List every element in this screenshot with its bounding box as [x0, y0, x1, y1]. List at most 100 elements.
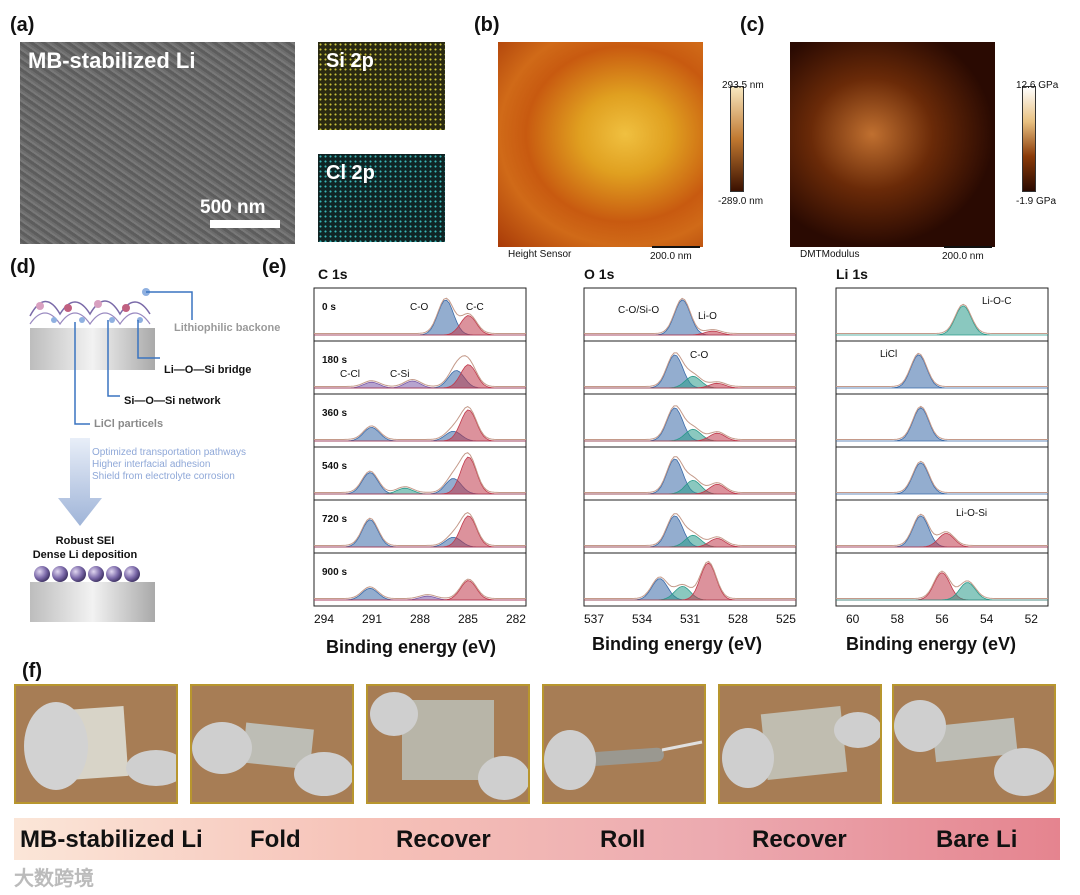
modulus-sensor-label: DMTModulus — [800, 249, 860, 260]
benefits-list: Optimized transportation pathways Higher… — [92, 447, 246, 483]
modulus-cbar-top: 12.6 GPa — [1016, 80, 1059, 91]
modulus-cbar-bottom: -1.9 GPa — [1016, 196, 1057, 207]
xtick: 525 — [775, 612, 796, 626]
banner-step: Roll — [600, 826, 646, 853]
spectrum-frame — [583, 499, 797, 554]
time-label-1: 180 s — [322, 355, 348, 366]
envelope-curve — [836, 513, 1048, 546]
li-spheres — [34, 566, 140, 582]
spectrum-frame — [313, 287, 527, 342]
result-line: Dense Li deposition — [32, 549, 138, 561]
xps-spectra — [313, 287, 1049, 607]
xtick: 54 — [979, 612, 994, 626]
sem-title: MB-stabilized Li — [28, 48, 196, 73]
modulus-colorbar — [1022, 86, 1036, 192]
afm-height-image — [498, 42, 703, 247]
panel-label-d: (d) — [10, 256, 36, 278]
li1s-title: Li 1s — [836, 266, 868, 282]
fitted-peak — [584, 483, 796, 495]
envelope-curve — [836, 460, 1048, 493]
banner-step: MB-stabilized Li — [20, 826, 203, 853]
xtick: 291 — [361, 612, 383, 626]
envelope-curve — [584, 456, 796, 493]
afm-c-scalebar — [944, 246, 992, 248]
fitted-peak — [314, 409, 526, 442]
envelope-curve — [314, 297, 526, 334]
fitted-peak — [836, 354, 1048, 389]
fitted-peak — [584, 562, 796, 601]
afm-modulus-image — [790, 42, 995, 247]
xtick: 537 — [584, 612, 605, 626]
callout-lines — [74, 291, 193, 425]
peak-label-cc: C-C — [466, 302, 484, 313]
spectrum-frame — [835, 340, 1049, 395]
envelope-curve — [584, 297, 796, 334]
envelope-curve — [314, 452, 526, 493]
envelope-curve — [584, 405, 796, 440]
fitted-peak — [836, 462, 1048, 495]
fitted-peak — [584, 432, 796, 442]
xtick: 282 — [505, 612, 526, 626]
xtick: 52 — [1024, 612, 1038, 626]
peak-label-co: C-O — [410, 302, 429, 313]
xtick: 285 — [457, 612, 478, 626]
height-colorbar — [730, 86, 744, 192]
panel-label-f: (f) — [22, 660, 42, 682]
cl-map: Cl 2p — [318, 154, 445, 242]
c1s-xlabel: Binding energy (eV) — [326, 637, 497, 657]
envelope-curve — [836, 570, 1048, 599]
o1s-xticks: 537 534 531 528 525 — [584, 612, 796, 626]
fitted-peak — [836, 407, 1048, 442]
peak-label-ccl: C-Cl — [340, 369, 360, 380]
li1s-xlabel: Binding energy (eV) — [846, 634, 1017, 654]
xtick: 534 — [631, 612, 653, 626]
fitted-peak — [836, 582, 1048, 601]
watermark: 大数跨境 — [14, 868, 94, 890]
time-label-2: 360 s — [322, 408, 348, 419]
c1s-xticks: 294 291 288 285 282 — [314, 612, 526, 626]
peak-label-csi: C-Si — [390, 369, 410, 380]
xtick: 58 — [890, 612, 905, 626]
panel-label-a: (a) — [10, 14, 35, 36]
process-banner: MB-stabilized Li Fold Recover Roll Recov… — [14, 818, 1060, 860]
si-map: Si 2p — [318, 42, 445, 130]
height-cbar-bottom: -289.0 nm — [718, 196, 764, 207]
banner-step: Recover — [752, 826, 847, 853]
peak-label-liosi: Li-O-Si — [956, 508, 988, 519]
envelope-curve — [836, 352, 1048, 387]
time-label-3: 540 s — [322, 461, 348, 472]
envelope-curve — [314, 512, 526, 546]
cl-map-label: Cl 2p — [326, 162, 375, 184]
label-li-o-si: Li—O—Si bridge — [164, 364, 252, 376]
xtick: 60 — [846, 612, 860, 626]
peak-label-lioc: Li-O-C — [982, 296, 1012, 307]
peak-label-cosio: C-O/Si-O — [618, 305, 660, 316]
fitted-peak — [314, 580, 526, 601]
li1s-xticks: 60 58 56 54 52 — [846, 612, 1038, 626]
photo-roll — [542, 684, 706, 804]
photo-bare-li — [892, 684, 1056, 804]
afm-b-scale-label: 200.0 nm — [650, 251, 692, 262]
envelope-curve — [584, 513, 796, 546]
time-label-5: 900 s — [322, 567, 348, 578]
fitted-peak — [314, 315, 526, 336]
envelope-curve — [314, 406, 526, 440]
fitted-peak — [584, 330, 796, 336]
afm-c-scale-label: 200.0 nm — [942, 251, 984, 262]
xtick: 56 — [935, 612, 949, 626]
panel-label-b: (b) — [474, 14, 500, 36]
benefit-item: Shield from electrolyte corrosion — [92, 471, 235, 482]
li-slab-top — [30, 328, 155, 370]
photo-fold — [190, 684, 354, 804]
fitted-peak — [836, 305, 1048, 336]
afm-b-scalebar — [652, 246, 700, 248]
spectrum-frame — [313, 393, 527, 448]
xtick: 531 — [679, 612, 700, 626]
o1s-title: O 1s — [584, 266, 615, 282]
time-label-0: 0 s — [322, 302, 336, 313]
photo-recover-1 — [366, 684, 530, 804]
benefit-item: Higher interfacial adhesion — [92, 459, 211, 470]
envelope-curve — [836, 405, 1048, 440]
fitted-peak — [314, 364, 526, 389]
sem-image: MB-stabilized Li 500 nm — [20, 42, 295, 244]
